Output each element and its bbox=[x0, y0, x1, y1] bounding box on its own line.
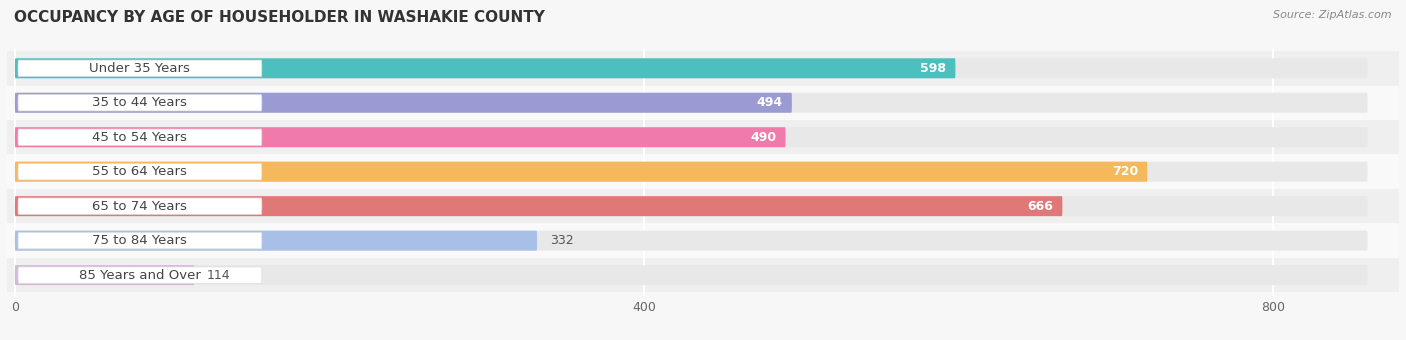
FancyBboxPatch shape bbox=[0, 189, 1399, 223]
FancyBboxPatch shape bbox=[15, 58, 956, 78]
FancyBboxPatch shape bbox=[15, 58, 1368, 78]
FancyBboxPatch shape bbox=[15, 162, 1147, 182]
Text: 35 to 44 Years: 35 to 44 Years bbox=[93, 96, 187, 109]
FancyBboxPatch shape bbox=[18, 129, 262, 146]
FancyBboxPatch shape bbox=[15, 265, 194, 285]
FancyBboxPatch shape bbox=[0, 223, 1399, 258]
FancyBboxPatch shape bbox=[0, 51, 1399, 86]
FancyBboxPatch shape bbox=[0, 258, 1399, 292]
FancyBboxPatch shape bbox=[15, 127, 786, 147]
FancyBboxPatch shape bbox=[15, 265, 1368, 285]
Text: 720: 720 bbox=[1112, 165, 1137, 178]
Text: 85 Years and Over: 85 Years and Over bbox=[79, 269, 201, 282]
FancyBboxPatch shape bbox=[15, 196, 1063, 216]
FancyBboxPatch shape bbox=[18, 233, 262, 249]
Text: 494: 494 bbox=[756, 96, 782, 109]
FancyBboxPatch shape bbox=[15, 231, 537, 251]
Text: 490: 490 bbox=[749, 131, 776, 144]
Text: 45 to 54 Years: 45 to 54 Years bbox=[93, 131, 187, 144]
FancyBboxPatch shape bbox=[0, 154, 1399, 189]
FancyBboxPatch shape bbox=[15, 93, 792, 113]
Text: OCCUPANCY BY AGE OF HOUSEHOLDER IN WASHAKIE COUNTY: OCCUPANCY BY AGE OF HOUSEHOLDER IN WASHA… bbox=[14, 10, 546, 25]
Text: Source: ZipAtlas.com: Source: ZipAtlas.com bbox=[1274, 10, 1392, 20]
FancyBboxPatch shape bbox=[0, 86, 1399, 120]
FancyBboxPatch shape bbox=[18, 198, 262, 214]
FancyBboxPatch shape bbox=[18, 95, 262, 111]
Text: 75 to 84 Years: 75 to 84 Years bbox=[93, 234, 187, 247]
Text: 55 to 64 Years: 55 to 64 Years bbox=[93, 165, 187, 178]
Text: 114: 114 bbox=[207, 269, 231, 282]
FancyBboxPatch shape bbox=[0, 120, 1399, 154]
Text: 332: 332 bbox=[550, 234, 574, 247]
Text: 666: 666 bbox=[1026, 200, 1053, 213]
Text: Under 35 Years: Under 35 Years bbox=[90, 62, 190, 75]
Text: 598: 598 bbox=[920, 62, 946, 75]
FancyBboxPatch shape bbox=[18, 60, 262, 76]
Text: 65 to 74 Years: 65 to 74 Years bbox=[93, 200, 187, 213]
FancyBboxPatch shape bbox=[15, 196, 1368, 216]
FancyBboxPatch shape bbox=[15, 127, 1368, 147]
FancyBboxPatch shape bbox=[15, 162, 1368, 182]
FancyBboxPatch shape bbox=[18, 267, 262, 283]
FancyBboxPatch shape bbox=[15, 231, 1368, 251]
FancyBboxPatch shape bbox=[18, 164, 262, 180]
FancyBboxPatch shape bbox=[15, 93, 1368, 113]
